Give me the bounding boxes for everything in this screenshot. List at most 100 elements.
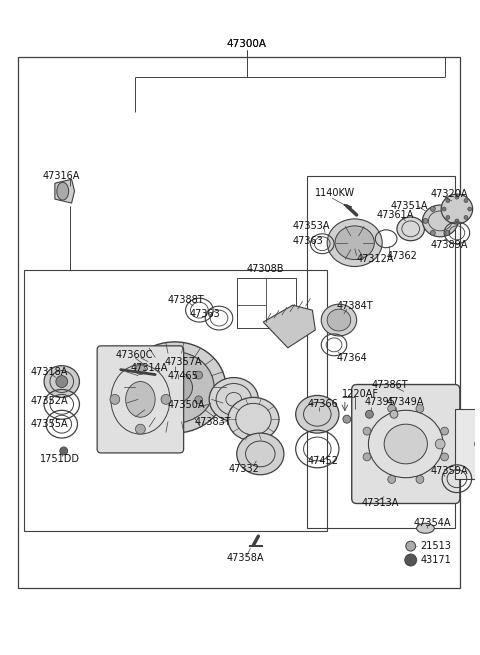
- Circle shape: [475, 439, 480, 449]
- Text: 47395: 47395: [364, 398, 396, 407]
- Text: 47383T: 47383T: [194, 417, 231, 427]
- Text: 47308B: 47308B: [247, 263, 284, 274]
- Ellipse shape: [124, 342, 226, 433]
- Circle shape: [416, 405, 424, 413]
- Circle shape: [464, 215, 468, 219]
- Ellipse shape: [441, 194, 473, 224]
- Ellipse shape: [327, 309, 351, 331]
- Text: 47358A: 47358A: [227, 553, 264, 563]
- Circle shape: [363, 427, 371, 435]
- Text: 47316A: 47316A: [42, 172, 80, 181]
- Text: 43171: 43171: [420, 555, 451, 565]
- Circle shape: [390, 410, 398, 419]
- Circle shape: [388, 405, 396, 413]
- Text: 47318A: 47318A: [30, 367, 68, 377]
- Text: 47363: 47363: [293, 236, 324, 246]
- Bar: [237, 278, 296, 328]
- Text: 47360C: 47360C: [116, 350, 153, 360]
- Circle shape: [343, 415, 351, 423]
- Ellipse shape: [237, 433, 284, 475]
- Text: 47355A: 47355A: [30, 419, 68, 429]
- FancyBboxPatch shape: [97, 346, 184, 453]
- Text: 47366: 47366: [308, 400, 338, 409]
- Text: 47354A: 47354A: [414, 518, 451, 529]
- Circle shape: [110, 394, 120, 404]
- Ellipse shape: [384, 424, 427, 464]
- Ellipse shape: [422, 205, 458, 236]
- Circle shape: [445, 206, 450, 212]
- Circle shape: [135, 424, 145, 434]
- Text: 47388T: 47388T: [168, 295, 204, 305]
- Polygon shape: [55, 179, 74, 203]
- Text: 47452: 47452: [308, 456, 338, 466]
- Text: 47349A: 47349A: [386, 398, 423, 407]
- Bar: [455, 409, 480, 479]
- Circle shape: [446, 215, 450, 219]
- Text: 47300A: 47300A: [227, 39, 266, 49]
- Bar: [308, 176, 455, 529]
- Circle shape: [464, 198, 468, 202]
- Text: 47350A: 47350A: [168, 400, 205, 410]
- Text: 1140KW: 1140KW: [315, 188, 356, 198]
- Text: 47389A: 47389A: [431, 240, 468, 250]
- Text: 47363: 47363: [190, 309, 220, 319]
- Circle shape: [161, 394, 171, 404]
- Text: 47352A: 47352A: [30, 396, 68, 406]
- Circle shape: [195, 371, 203, 379]
- Circle shape: [126, 367, 135, 377]
- Circle shape: [171, 359, 179, 367]
- Bar: [24, 271, 327, 531]
- Ellipse shape: [209, 377, 258, 421]
- Circle shape: [441, 427, 448, 435]
- Text: 1220AF: 1220AF: [342, 390, 379, 400]
- Text: 47361A: 47361A: [376, 210, 414, 220]
- Circle shape: [442, 207, 446, 211]
- Circle shape: [446, 198, 450, 202]
- Circle shape: [431, 231, 435, 235]
- Circle shape: [147, 396, 155, 404]
- Circle shape: [363, 453, 371, 461]
- Ellipse shape: [56, 375, 68, 388]
- Circle shape: [195, 396, 203, 404]
- Circle shape: [455, 219, 459, 223]
- Text: 47300A: 47300A: [227, 39, 266, 49]
- Circle shape: [445, 231, 450, 235]
- Circle shape: [406, 541, 416, 551]
- Text: 21513: 21513: [420, 541, 451, 551]
- Ellipse shape: [335, 226, 374, 259]
- Ellipse shape: [296, 396, 339, 433]
- Ellipse shape: [157, 371, 192, 403]
- Ellipse shape: [417, 523, 434, 533]
- Circle shape: [405, 554, 417, 566]
- Circle shape: [135, 365, 145, 375]
- Ellipse shape: [327, 219, 382, 267]
- Text: 47364: 47364: [337, 353, 368, 363]
- Text: 47357A: 47357A: [165, 357, 203, 367]
- Ellipse shape: [228, 398, 279, 441]
- Circle shape: [423, 218, 428, 223]
- Circle shape: [416, 476, 424, 483]
- Ellipse shape: [44, 365, 80, 398]
- Circle shape: [388, 476, 396, 483]
- Text: 47384T: 47384T: [337, 301, 373, 311]
- Text: 47320A: 47320A: [431, 189, 468, 199]
- Text: 47312A: 47312A: [357, 253, 394, 263]
- Circle shape: [441, 453, 448, 461]
- Bar: [18, 57, 460, 588]
- Text: 47386T: 47386T: [372, 379, 408, 390]
- Circle shape: [171, 408, 179, 416]
- Text: 1751DD: 1751DD: [40, 454, 80, 464]
- Circle shape: [435, 439, 445, 449]
- Text: 47313A: 47313A: [361, 498, 399, 508]
- Circle shape: [453, 218, 457, 223]
- Circle shape: [60, 447, 68, 455]
- Text: 47359A: 47359A: [431, 466, 468, 476]
- Text: 47362: 47362: [386, 251, 417, 261]
- Polygon shape: [263, 305, 315, 348]
- Text: 47314A: 47314A: [131, 363, 168, 373]
- Text: 47332: 47332: [229, 464, 260, 474]
- FancyBboxPatch shape: [352, 384, 460, 504]
- Circle shape: [431, 206, 435, 212]
- Ellipse shape: [397, 217, 424, 241]
- Circle shape: [147, 371, 155, 379]
